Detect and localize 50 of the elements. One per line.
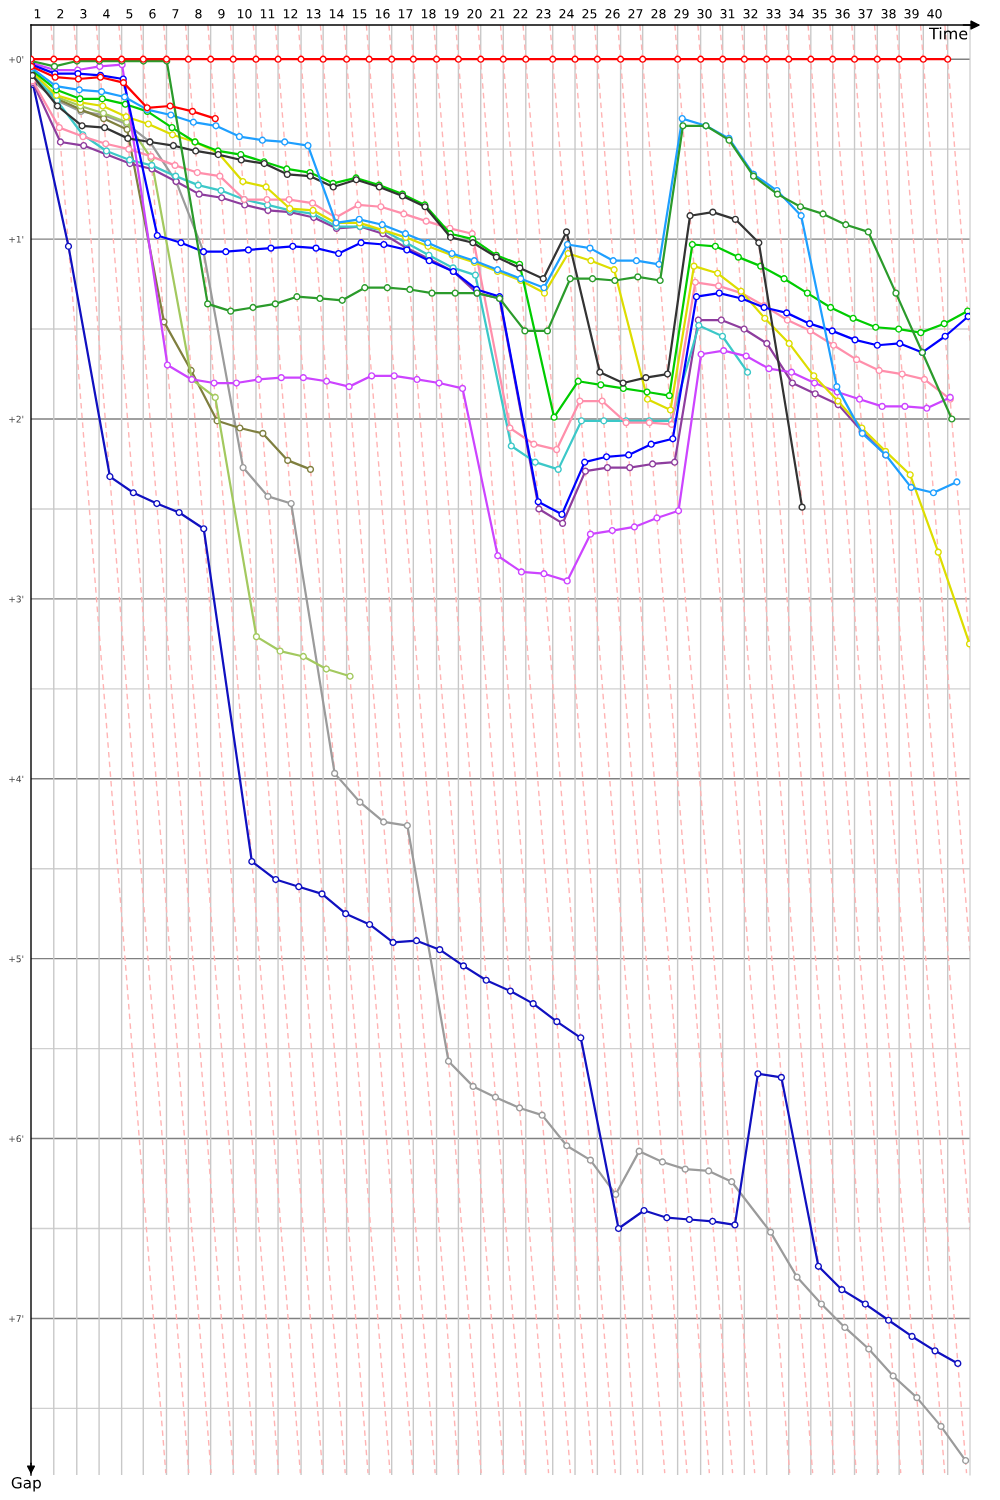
- x-tick-label: 30: [697, 9, 712, 19]
- y-tick-label: +2': [9, 415, 24, 423]
- x-tick-label: 40: [927, 9, 942, 19]
- y-tick-label: +7': [9, 1315, 24, 1322]
- x-tick-label: 24: [559, 9, 574, 19]
- x-tick-label: 1: [34, 9, 41, 19]
- x-tick-label: 26: [605, 9, 620, 19]
- x-tick-label: 17: [398, 9, 413, 19]
- x-tick-label: 11: [260, 9, 275, 19]
- x-tick-label: 5: [126, 9, 133, 19]
- x-tick-label: 22: [513, 9, 528, 19]
- x-tick-label: 32: [743, 9, 758, 19]
- x-tick-label: 3: [80, 9, 87, 19]
- y-tick-label: +5': [9, 955, 24, 963]
- x-tick-label: 28: [651, 9, 666, 19]
- x-tick-label: 19: [444, 9, 459, 19]
- x-tick-label: 34: [789, 9, 804, 19]
- x-tick-label: 21: [490, 9, 505, 19]
- y-tick-label: +4': [9, 775, 24, 783]
- x-tick-label: 14: [329, 9, 344, 19]
- y-tick-label: +0': [9, 55, 24, 63]
- x-tick-label: 37: [858, 9, 873, 19]
- x-tick-label: 16: [375, 9, 390, 19]
- x-tick-label: 12: [283, 9, 298, 19]
- x-tick-label: 18: [421, 9, 436, 19]
- x-tick-label: 31: [720, 9, 735, 19]
- x-tick-label: 7: [172, 9, 179, 19]
- x-tick-label: 10: [237, 9, 252, 19]
- x-tick-label: 13: [306, 9, 321, 19]
- x-tick-label: 9: [218, 9, 225, 19]
- x-tick-label: 29: [674, 9, 689, 19]
- x-tick-label: 38: [881, 9, 896, 19]
- x-tick-label: 23: [536, 9, 551, 19]
- y-tick-label: +3': [9, 595, 24, 603]
- y-tick-label: +6': [9, 1135, 24, 1143]
- x-tick-label: 6: [149, 9, 156, 19]
- x-tick-label: 15: [352, 9, 367, 19]
- x-axis-title: Time: [929, 27, 968, 40]
- x-tick-label: 2: [57, 9, 64, 19]
- x-tick-label: 4: [103, 9, 110, 19]
- x-tick-label: 27: [628, 9, 643, 19]
- x-tick-label: 39: [904, 9, 919, 19]
- x-tick-label: 36: [835, 9, 850, 19]
- y-axis-title: Gap: [11, 1476, 41, 1492]
- x-tick-label: 25: [582, 9, 597, 19]
- x-tick-label: 20: [467, 9, 482, 19]
- x-tick-label: 33: [766, 9, 781, 19]
- y-tick-label: +1': [9, 235, 24, 243]
- x-tick-label: 8: [195, 9, 202, 19]
- x-tick-label: 35: [812, 9, 827, 19]
